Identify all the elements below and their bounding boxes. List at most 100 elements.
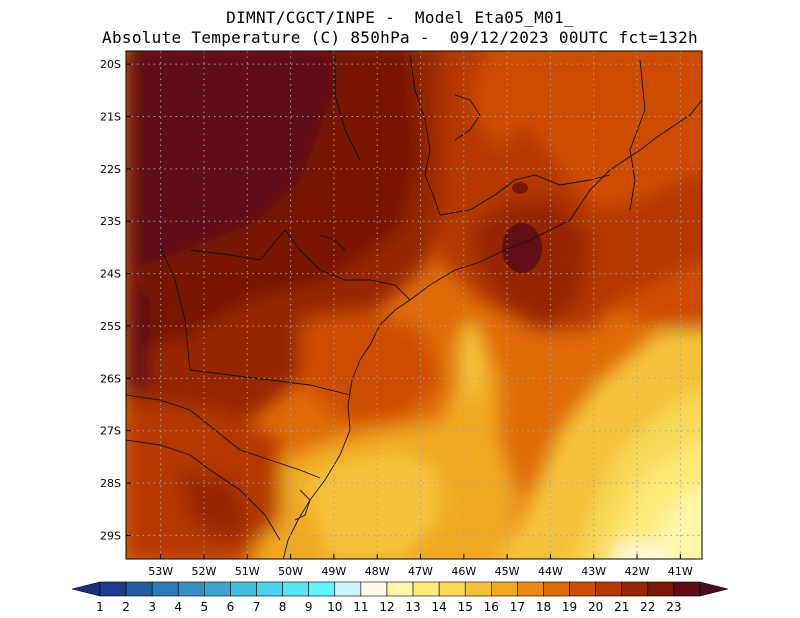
colorbar-label: 10	[327, 600, 342, 614]
zone-21-southwest	[180, 470, 250, 540]
colorbar-swatch	[177, 581, 205, 597]
lon-tick-label: 52W	[192, 565, 217, 578]
lon-tick-label: 47W	[408, 565, 433, 578]
map-title-line-2: Absolute Temperature (C) 850hPa - 09/12/…	[102, 28, 698, 47]
lon-tick-label: 49W	[321, 565, 346, 578]
lat-tick-label: 27S	[100, 425, 121, 438]
lon-tick-label: 45W	[495, 565, 520, 578]
border-es-mg	[629, 59, 646, 211]
zone-19-inland	[470, 60, 530, 150]
longitude-tick-labels: 53W 52W 51W 50W 49W 48W 47W 46W 45W 44W 43W 42W 41W	[148, 554, 693, 578]
colorbar-label: 1	[96, 600, 104, 614]
colorbar-label: 7	[253, 600, 261, 614]
lat-tick-label: 23S	[100, 215, 121, 228]
field-blobs	[126, 51, 702, 559]
colorbar-label: 11	[353, 600, 368, 614]
coastline-and-borders	[126, 54, 702, 559]
lagoon-patos	[294, 489, 311, 521]
colorbar-swatch	[151, 581, 179, 597]
colorbar-swatch	[595, 581, 623, 597]
colorbar-label: 12	[379, 600, 394, 614]
zone-19-central	[300, 310, 440, 420]
colorbar-label: 5	[201, 600, 209, 614]
colorbar-swatch	[647, 581, 675, 597]
lon-tick-label: 46W	[451, 565, 476, 578]
colorbar: 1 2 3 4 5 6 7 8 9 10 11 12 13 14 15 16 17 18 19 20 21 22 23	[71, 581, 729, 614]
colorbar-under-triangle	[71, 581, 101, 597]
colorbar-label: 22	[640, 600, 655, 614]
colorbar-label: 3	[148, 600, 156, 614]
hot-cell-inland	[512, 182, 528, 194]
colorbar-label: 6	[227, 600, 235, 614]
lat-tick-label: 22S	[100, 163, 121, 176]
zone-23-northwest	[126, 51, 335, 270]
lon-tick-label: 50W	[278, 565, 303, 578]
colorbar-swatch	[464, 581, 492, 597]
border-pr-sc	[189, 369, 351, 396]
colorbar-swatch	[412, 581, 440, 597]
lon-tick-label: 51W	[235, 565, 260, 578]
lat-tick-label: 26S	[100, 372, 121, 385]
grid-lines	[126, 51, 702, 559]
latitude-tick-labels: 20S 21S 22S 23S 24S 25S 26S 27S 28S 29S	[100, 58, 131, 542]
lon-tick-label: 53W	[148, 565, 173, 578]
lon-tick-label: 43W	[581, 565, 606, 578]
colorbar-label: 14	[431, 600, 446, 614]
colorbar-swatch	[230, 581, 257, 597]
colorbar-swatch	[543, 581, 570, 597]
colorbar-swatch	[360, 581, 388, 597]
lat-tick-label: 24S	[100, 268, 121, 281]
colorbar-label: 23	[666, 600, 681, 614]
colorbar-swatch	[569, 581, 596, 597]
colorbar-swatch	[308, 581, 336, 597]
reservoir-2	[319, 234, 346, 251]
colorbar-label: 21	[614, 600, 629, 614]
colorbar-label: 9	[305, 600, 313, 614]
zone-12	[610, 545, 670, 559]
colorbar-swatch	[334, 581, 362, 597]
colorbar-label: 15	[458, 600, 473, 614]
border-paraguay	[159, 244, 191, 371]
zone-13	[652, 485, 702, 559]
lat-tick-label: 25S	[100, 320, 121, 333]
colorbar-swatch	[125, 581, 153, 597]
border-rs-uy	[126, 439, 281, 541]
lon-tick-label: 41W	[668, 565, 693, 578]
colorbar-label: 8	[279, 600, 287, 614]
border-pr-ms	[189, 229, 286, 261]
colorbar-swatch	[204, 581, 231, 597]
border-rj-mg	[439, 174, 611, 216]
lon-tick-label: 48W	[365, 565, 390, 578]
colorbar-label: 13	[405, 600, 420, 614]
colorbar-label: 2	[122, 600, 130, 614]
border-sp-pr	[284, 229, 411, 301]
colorbar-label: 16	[484, 600, 499, 614]
zone-23-west-edge	[126, 270, 150, 400]
lat-tick-label: 28S	[100, 477, 121, 490]
lat-tick-label: 29S	[100, 529, 121, 542]
lat-tick-label: 20S	[100, 58, 121, 71]
lon-tick-label: 42W	[625, 565, 650, 578]
colorbar-over-triangle	[699, 581, 729, 597]
colorbar-swatch	[386, 581, 414, 597]
colorbar-swatch	[517, 581, 544, 597]
colorbar-swatch	[256, 581, 283, 597]
colorbar-swatch	[491, 581, 518, 597]
border-ms-sp	[334, 55, 361, 161]
zone-16-tongue	[456, 320, 484, 400]
border-mg-sp	[409, 54, 441, 216]
colorbar-swatch	[99, 581, 127, 597]
map-title-line-1: DIMNT/CGCT/INPE - Model Eta05_M01_	[226, 8, 574, 27]
reservoir-1	[454, 94, 481, 141]
colorbar-label: 19	[562, 600, 577, 614]
hot-cell-coast	[502, 223, 542, 273]
colorbar-swatch	[282, 581, 309, 597]
colorbar-label: 4	[174, 600, 182, 614]
lat-tick-label: 21S	[100, 110, 121, 123]
temperature-field	[126, 51, 702, 559]
lon-tick-label: 44W	[538, 565, 563, 578]
border-sc-rs	[126, 394, 321, 479]
colorbar-label: 20	[588, 600, 603, 614]
colorbar-swatch	[438, 581, 466, 597]
